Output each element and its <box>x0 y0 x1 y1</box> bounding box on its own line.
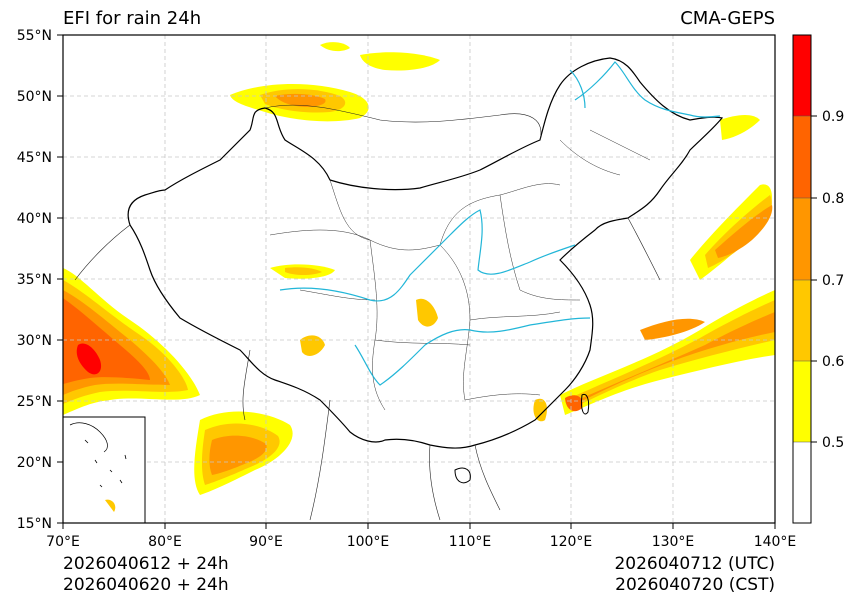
lon-label: 110°E <box>449 534 492 550</box>
valid-time-block: 2026040712 (UTC) 2026040720 (CST) <box>614 554 775 596</box>
colorbar-segment <box>793 361 811 442</box>
init-time-cst: 2026040620 + 24h <box>63 575 229 595</box>
colorbar-segment <box>793 198 811 280</box>
colorbar-segment <box>793 280 811 361</box>
grid-lines <box>63 35 775 523</box>
china-border <box>127 57 724 449</box>
lat-label: 40°N <box>17 211 52 227</box>
lat-label: 45°N <box>17 150 52 166</box>
lon-label: 100°E <box>347 534 390 550</box>
colorbar-label: 0.7 <box>822 273 844 289</box>
lon-label: 120°E <box>550 534 593 550</box>
valid-time-cst: 2026040720 (CST) <box>615 575 775 595</box>
colorbar-segment <box>793 116 811 198</box>
init-time-block: 2026040612 + 24h 2026040620 + 24h <box>63 554 229 596</box>
colorbar: 0.5 0.6 0.7 0.8 0.9 <box>792 34 844 524</box>
model-name: CMA-GEPS <box>680 8 775 29</box>
lat-ticks <box>57 34 63 524</box>
colorbar-segment <box>793 442 811 523</box>
lat-label: 35°N <box>17 272 52 288</box>
colorbar-segment <box>793 35 811 116</box>
lat-label: 20°N <box>17 455 52 471</box>
south-china-sea-inset <box>63 416 146 523</box>
lon-ticks <box>62 523 776 529</box>
lon-label: 80°E <box>148 534 182 550</box>
province-lines <box>269 129 651 411</box>
lon-label: 90°E <box>249 534 283 550</box>
map-title: EFI for rain 24h <box>63 8 202 29</box>
lon-label: 70°E <box>46 534 80 550</box>
neighbor-borders <box>74 104 661 521</box>
lon-label: 130°E <box>652 534 695 550</box>
efi-shading <box>63 42 775 495</box>
colorbar-label: 0.6 <box>822 354 844 370</box>
init-time-utc: 2026040612 + 24h <box>63 554 229 574</box>
rivers <box>279 61 721 386</box>
lat-label: 30°N <box>17 333 52 349</box>
colorbar-label: 0.8 <box>822 191 844 207</box>
lat-label: 55°N <box>17 28 52 44</box>
lon-label: 140°E <box>754 534 797 550</box>
colorbar-label: 0.9 <box>822 109 844 125</box>
valid-time-utc: 2026040712 (UTC) <box>614 554 775 574</box>
lat-label: 15°N <box>17 516 52 532</box>
lat-label: 25°N <box>17 394 52 410</box>
colorbar-label: 0.5 <box>822 435 844 451</box>
lat-label: 50°N <box>17 89 52 105</box>
